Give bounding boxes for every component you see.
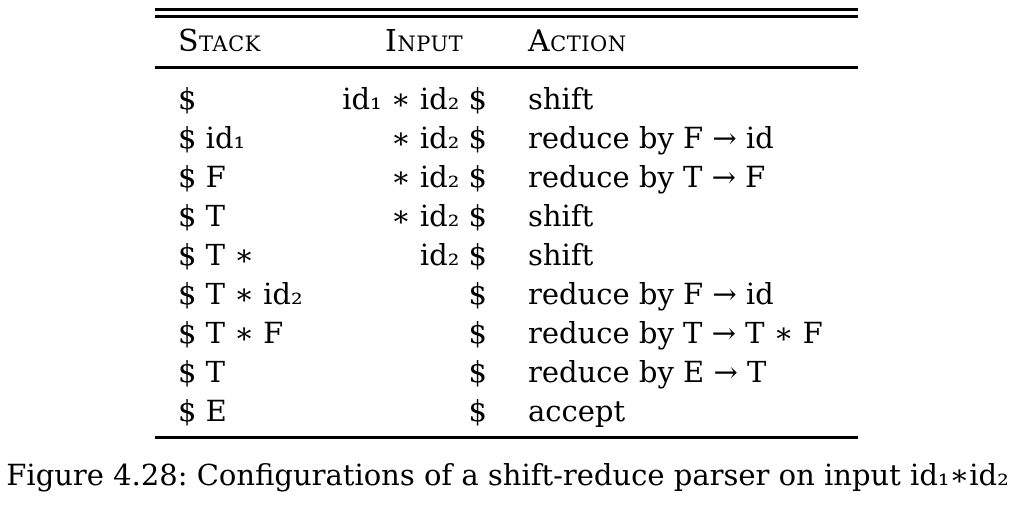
table-body: $ id₁ ∗ id₂ $ shift $ id₁ ∗ id₂ $ reduce… (155, 80, 858, 431)
table-top-rule-inner (155, 15, 858, 18)
input-cell: $ (468, 355, 487, 389)
action-cell: reduce by T → T ∗ F (528, 316, 823, 350)
input-cell: ∗ id₂ $ (390, 160, 487, 194)
action-cell: shift (528, 199, 594, 233)
table-top-rule (155, 8, 858, 11)
table-header-rule (155, 66, 858, 69)
header-input: Input (385, 24, 464, 59)
action-cell: accept (528, 394, 626, 428)
table-bottom-rule (155, 436, 858, 439)
action-cell: reduce by E → T (528, 355, 767, 389)
stack-cell: $ T (178, 355, 226, 389)
stack-cell: $ E (178, 394, 227, 428)
stack-cell: $ F (178, 160, 226, 194)
table-row: $ id₁ ∗ id₂ $ reduce by F → id (155, 119, 858, 158)
input-cell: $ (468, 316, 487, 350)
header-action: Action (528, 24, 627, 59)
table-row: $ id₁ ∗ id₂ $ shift (155, 80, 858, 119)
stack-cell: $ T (178, 199, 226, 233)
table-row: $ T $ reduce by E → T (155, 353, 858, 392)
input-cell: id₂ $ (419, 238, 487, 272)
input-cell: ∗ id₂ $ (390, 199, 487, 233)
table-row: $ T ∗ id₂ $ shift (155, 236, 858, 275)
action-cell: shift (528, 82, 594, 116)
table-row: $ T ∗ F $ reduce by T → T ∗ F (155, 314, 858, 353)
figure-caption: Figure 4.28: Configurations of a shift-r… (6, 458, 1009, 492)
action-cell: reduce by T → F (528, 160, 766, 194)
action-cell: reduce by F → id (528, 121, 774, 155)
action-cell: reduce by F → id (528, 277, 774, 311)
stack-cell: $ T ∗ F (178, 316, 284, 350)
table-row: $ E $ accept (155, 392, 858, 431)
input-cell: id₁ ∗ id₂ $ (342, 82, 487, 116)
header-stack: Stack (178, 24, 261, 59)
stack-cell: $ T ∗ id₂ (178, 277, 303, 311)
stack-cell: $ (178, 82, 197, 116)
action-cell: shift (528, 238, 594, 272)
stack-cell: $ T ∗ (178, 238, 254, 272)
table-row: $ T ∗ id₂ $ shift (155, 197, 858, 236)
stack-cell: $ id₁ (178, 121, 246, 155)
table-row: $ F ∗ id₂ $ reduce by T → F (155, 158, 858, 197)
input-cell: $ (468, 394, 487, 428)
input-cell: $ (468, 277, 487, 311)
table-row: $ T ∗ id₂ $ reduce by F → id (155, 275, 858, 314)
input-cell: ∗ id₂ $ (390, 121, 487, 155)
